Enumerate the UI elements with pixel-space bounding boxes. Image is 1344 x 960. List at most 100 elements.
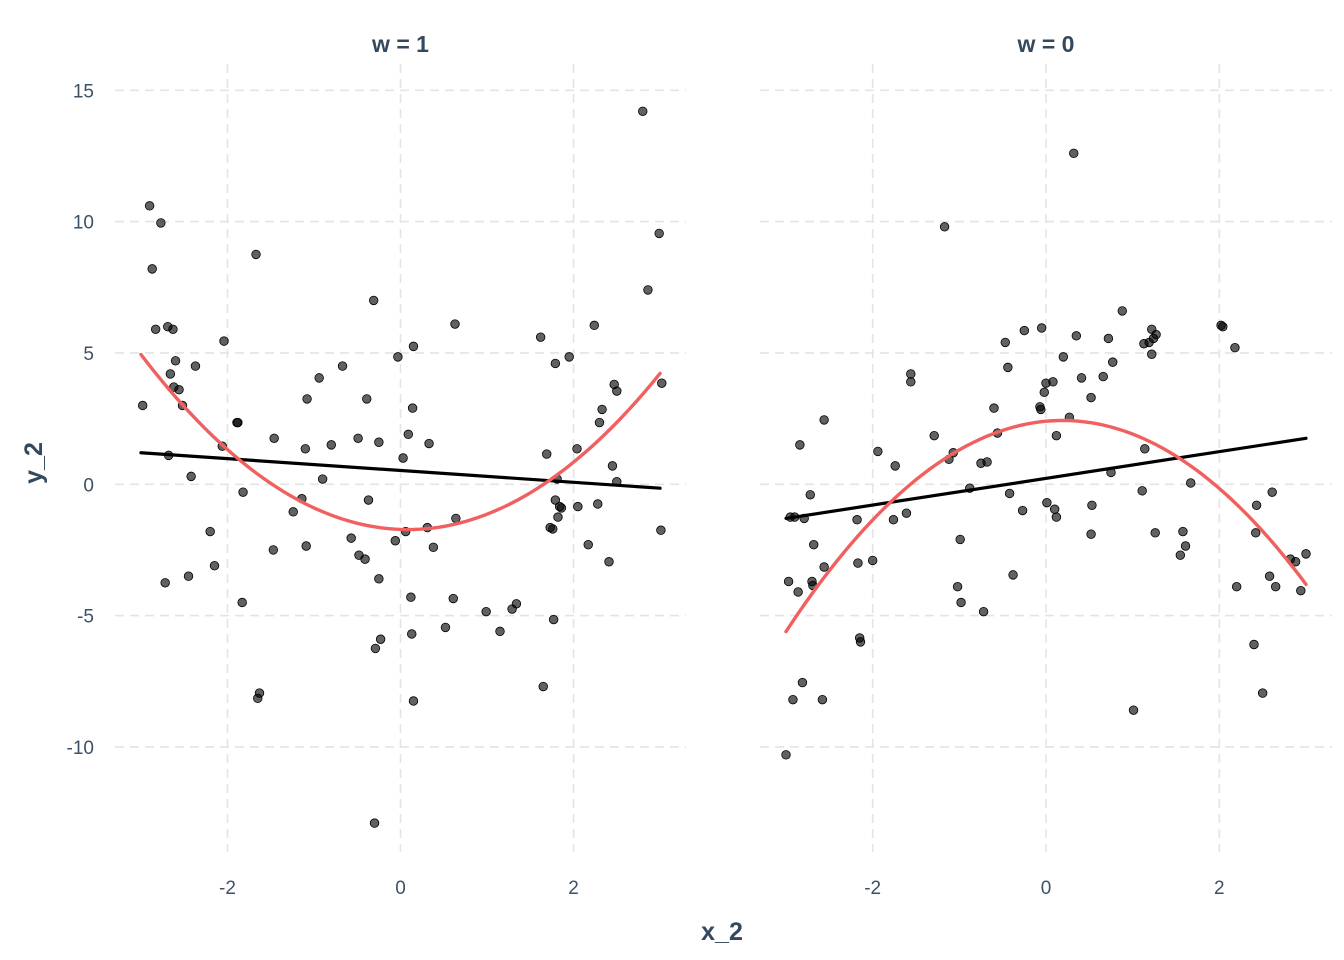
data-point xyxy=(368,295,379,306)
data-point xyxy=(337,361,348,371)
panel-w1: -2 0 2 w = 1 xyxy=(115,31,686,899)
data-point xyxy=(1117,306,1127,316)
data-point xyxy=(819,562,829,572)
data-point xyxy=(797,677,808,688)
data-point xyxy=(589,320,599,331)
data-point xyxy=(160,578,170,588)
data-point xyxy=(481,606,491,617)
data-point xyxy=(408,696,419,706)
data-point xyxy=(788,694,798,705)
data-point xyxy=(448,593,458,604)
quadratic-fit-curve xyxy=(139,352,662,532)
data-point xyxy=(548,524,558,534)
data-point xyxy=(390,536,401,546)
data-point xyxy=(535,332,546,342)
data-point xyxy=(1251,528,1261,538)
data-point xyxy=(254,688,265,698)
data-point xyxy=(1086,392,1096,403)
y-tick-label: 0 xyxy=(83,475,94,496)
data-point xyxy=(150,324,161,334)
data-point xyxy=(888,515,899,525)
data-point xyxy=(374,574,384,584)
data-point xyxy=(853,558,863,568)
data-point xyxy=(1251,500,1262,510)
data-point xyxy=(867,555,878,566)
data-point xyxy=(550,495,561,505)
data-point xyxy=(183,571,194,581)
quadratic-fit-curve xyxy=(784,418,1308,634)
panel-w0: -2 0 2 w = 0 xyxy=(760,31,1332,899)
data-point xyxy=(1186,478,1196,488)
data-point xyxy=(375,634,386,644)
data-point xyxy=(855,637,866,647)
data-point xyxy=(1218,321,1228,332)
data-point xyxy=(1071,331,1082,341)
data-point xyxy=(638,106,648,116)
data-point xyxy=(612,386,622,396)
data-point xyxy=(890,461,900,471)
data-point xyxy=(594,417,605,428)
data-point xyxy=(440,622,451,633)
data-point xyxy=(251,249,261,260)
data-point xyxy=(205,526,215,537)
data-point xyxy=(1051,430,1062,441)
data-point xyxy=(982,457,992,467)
data-point xyxy=(1290,557,1301,567)
data-point xyxy=(1076,373,1087,383)
data-point xyxy=(301,541,311,551)
data-point xyxy=(906,377,916,387)
data-point xyxy=(403,429,413,440)
data-point xyxy=(805,490,815,500)
x-tick-label: 0 xyxy=(1041,878,1052,899)
data-point xyxy=(1017,505,1028,516)
data-point xyxy=(643,285,653,295)
data-point xyxy=(1086,529,1096,539)
y-tick-label: -5 xyxy=(77,607,94,628)
data-point xyxy=(1004,488,1015,499)
data-point xyxy=(593,499,603,509)
data-point xyxy=(1230,342,1240,353)
data-point xyxy=(1019,325,1030,336)
data-point xyxy=(369,818,380,828)
data-point xyxy=(1036,323,1047,333)
data-point xyxy=(783,576,794,587)
data-point xyxy=(190,361,201,371)
panel-title: w = 1 xyxy=(371,31,429,57)
data-point xyxy=(237,597,247,608)
data-point xyxy=(1039,387,1049,398)
data-point xyxy=(1087,500,1097,510)
data-point xyxy=(424,438,434,449)
x-tick-label: -2 xyxy=(219,878,236,899)
data-point xyxy=(269,433,279,444)
x-axis-title: x_2 xyxy=(701,918,743,946)
data-point xyxy=(550,358,561,369)
data-point xyxy=(1301,549,1311,559)
data-point xyxy=(1140,444,1150,454)
data-point xyxy=(209,560,220,571)
data-point xyxy=(583,539,593,550)
data-point xyxy=(1103,333,1114,344)
data-point xyxy=(144,201,155,211)
data-point xyxy=(1175,550,1186,560)
data-point xyxy=(407,403,418,413)
x-tick-label: 2 xyxy=(1214,878,1225,899)
data-point xyxy=(406,592,416,602)
data-point xyxy=(451,513,461,524)
data-point xyxy=(604,557,614,567)
data-point xyxy=(186,471,196,482)
data-point xyxy=(362,394,372,404)
data-point xyxy=(548,614,559,625)
data-point xyxy=(1003,362,1013,373)
data-point xyxy=(978,606,989,617)
data-point xyxy=(1296,585,1306,596)
data-point xyxy=(795,440,805,450)
linear-fit-line xyxy=(139,451,662,490)
data-point xyxy=(174,385,184,395)
data-point xyxy=(233,417,243,428)
data-point xyxy=(360,554,370,564)
data-point xyxy=(952,582,963,592)
data-point xyxy=(300,444,311,454)
data-point xyxy=(1058,352,1069,362)
data-point xyxy=(495,626,505,637)
x-tick-label: 0 xyxy=(395,878,406,899)
